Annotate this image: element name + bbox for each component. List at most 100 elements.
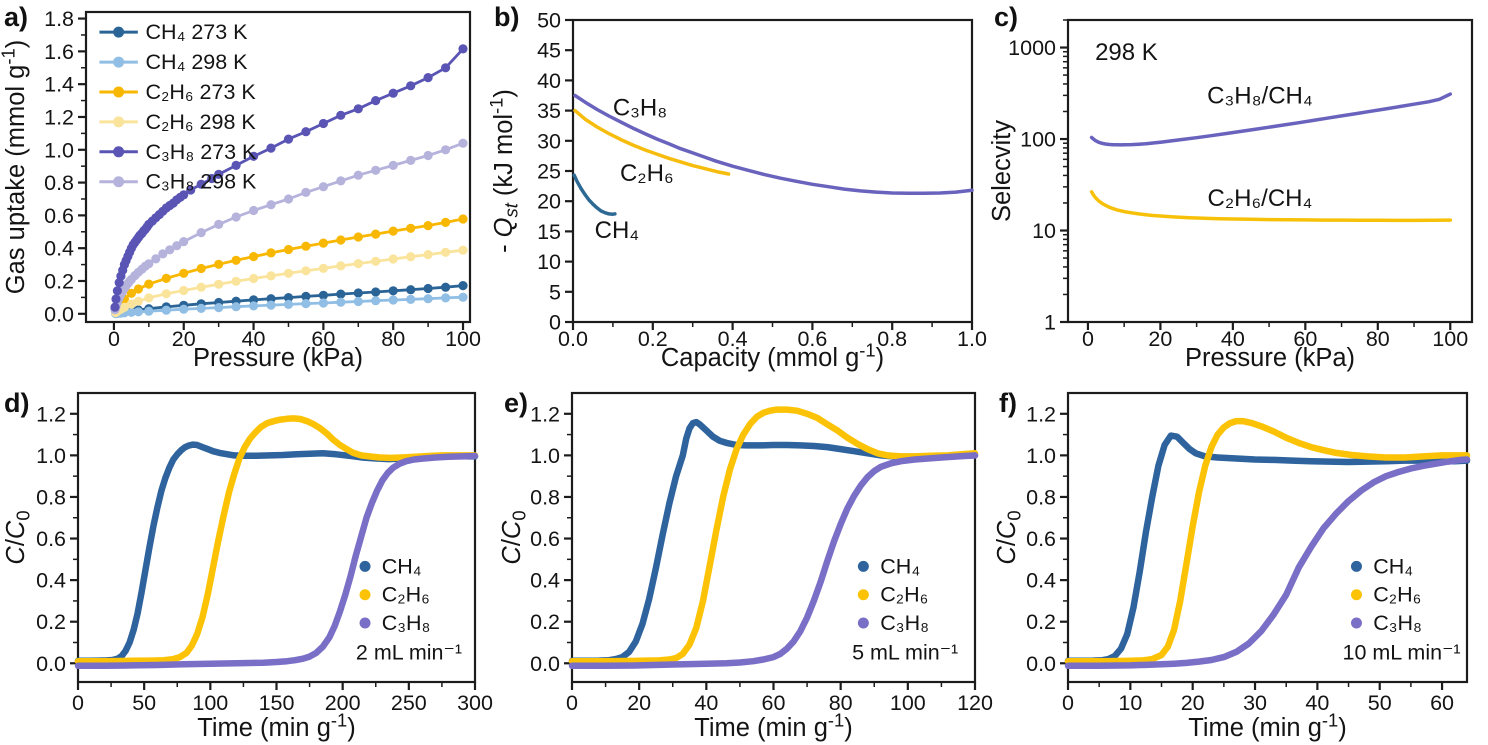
x-tick-label: 0.6 [797, 327, 827, 351]
marker-ch4-298 [353, 296, 363, 307]
marker-c3h8-298 [388, 160, 398, 170]
marker-ch4-273 [423, 283, 433, 294]
series-bt-c3h8 [74, 452, 479, 670]
breakthrough-2ml-chart: 0 50 100 150 200 250 300 0.0 0.2 0.4 0.6 0.8 1.0 1.2 T… [2, 391, 493, 742]
marker-ch4-298 [458, 292, 468, 302]
marker-ch4-298 [318, 298, 328, 308]
legend-label: C₃H₈ 298 K [146, 170, 258, 194]
y-tick-label: 1.2 [36, 402, 66, 426]
panel-letter-e: e) [504, 388, 529, 418]
marker-c3h8-298 [179, 237, 189, 247]
x-tick-label: 20 [1181, 691, 1205, 715]
series-qst-c2h6 [573, 108, 731, 176]
marker-c3h8-298 [371, 165, 381, 175]
y-tick-label: 1.2 [1026, 402, 1056, 426]
marker-c2h6-273 [318, 238, 328, 248]
marker-c3h8-298 [336, 176, 346, 186]
x-tick-label: 100 [445, 327, 481, 351]
marker-ch4-273 [301, 291, 311, 301]
x-tick-label: 50 [132, 691, 156, 715]
y-tick-label: 1.0 [36, 444, 66, 468]
marker-c2h6-273 [301, 241, 311, 251]
marker-ch4-273 [266, 294, 276, 304]
marker-c3h8-273 [353, 104, 363, 114]
marker-c3h8-273 [371, 96, 381, 106]
marker-ch4-273 [353, 288, 363, 298]
legend-label: CH₄ [382, 554, 422, 578]
marker-c3h8-298 [196, 228, 206, 238]
marker-c2h6-273 [161, 273, 171, 283]
y-tick-label: 1.2 [530, 402, 560, 426]
y-tick-label: 1.6 [44, 40, 74, 64]
marker-c2h6-298 [133, 296, 143, 306]
x-tick-label: 0.2 [638, 327, 668, 351]
qst-chart: 0.0 0.2 0.4 0.6 0.8 1.0 0 5 10 15 20 25 30 35 40 45 50 Ca… [490, 9, 987, 373]
marker-ch4-298 [283, 299, 294, 309]
annotation: C₂H₆/CH₄ [1208, 185, 1313, 212]
y-tick-label: 0.8 [530, 485, 560, 509]
marker-c3h8-298 [353, 170, 363, 180]
marker-c2h6-273 [371, 229, 381, 239]
marker-c2h6-298 [406, 252, 416, 262]
marker-c3h8-298 [406, 155, 416, 165]
marker-c2h6-273 [388, 226, 398, 236]
legend-label: C₃H₈ [1373, 611, 1422, 635]
marker-c2h6-298 [353, 259, 363, 269]
legend-note: 2 mL min⁻¹ [356, 641, 462, 665]
y-tick-label: 0.2 [36, 610, 66, 634]
marker-c3h8-298 [318, 182, 328, 192]
x-tick-label: 0.0 [558, 327, 588, 351]
marker-c2h6-273 [336, 235, 346, 245]
y-tick-label: 25 [537, 160, 561, 184]
series-qst-c3h8 [573, 93, 974, 196]
marker-ch4-298 [266, 300, 276, 310]
marker-c2h6-273 [441, 217, 451, 227]
marker-c2h6-273 [423, 221, 433, 231]
legend-label: C₃H₈ 273 K [146, 140, 258, 164]
marker-c2h6-298 [214, 279, 224, 289]
marker-c2h6-273 [144, 279, 154, 289]
marker-c2h6-273 [179, 268, 189, 278]
y-tick-label: 1 [1044, 311, 1056, 335]
marker-ch4-298 [214, 303, 224, 313]
panel-e: e) 0 20 40 60 80 100 120 0.0 0.2 0.4 0.6 0.8 1.0 1.2 T… [500, 372, 995, 745]
marker-c3h8-298 [266, 200, 276, 210]
marker-c3h8-273 [214, 169, 224, 179]
marker-c2h6-273 [266, 248, 276, 258]
marker-ch4-298 [179, 304, 189, 314]
x-axis-title: Time (min g-1) [1188, 709, 1347, 742]
series-qst-ch4 [572, 173, 617, 216]
y-tick-label: 0.6 [36, 527, 66, 551]
marker-c3h8-298 [283, 194, 294, 204]
y-tick-label: 0.2 [44, 269, 74, 293]
panel-letter-d: d) [4, 388, 30, 418]
marker-c2h6-298 [119, 302, 129, 312]
panel-b: b) 0.0 0.2 0.4 0.6 0.8 1.0 0 5 10 15 20 25 30 35 40 45 5… [490, 0, 990, 372]
series-sel-c2h6-ch4 [1089, 190, 1453, 223]
marker-c2h6-298 [301, 266, 311, 276]
marker-ch4-298 [301, 299, 311, 309]
marker-c3h8-273 [179, 190, 189, 200]
breakthrough-5ml-chart: 0 20 40 60 80 100 120 0.0 0.2 0.4 0.6 0.8 1.0 1.2 Time… [500, 391, 993, 742]
y-tick-label: 1.0 [44, 138, 74, 162]
y-tick-label: 0.6 [44, 204, 74, 228]
marker-ch4-298 [133, 307, 143, 317]
y-tick-label: 100 [1020, 128, 1056, 152]
x-tick-label: 40 [1221, 327, 1245, 351]
marker-c3h8-273 [196, 179, 206, 189]
x-axis-title: Time (min g-1) [197, 709, 356, 742]
y-axis-title: - Qst (kJ mol-1) [490, 89, 522, 253]
marker-c3h8-273 [112, 286, 122, 296]
marker-c3h8-273 [458, 44, 468, 54]
x-tick-label: 200 [325, 691, 361, 715]
marker-ch4-273 [388, 286, 398, 296]
x-tick-label: 50 [1368, 691, 1392, 715]
marker-c2h6-298 [441, 247, 451, 257]
y-tick-label: 15 [537, 220, 561, 244]
marker-c2h6-298 [283, 268, 294, 278]
legend-marker [857, 560, 869, 572]
y-tick-label: 0.0 [36, 652, 66, 676]
marker-c2h6-273 [458, 214, 468, 224]
marker-c3h8-273 [231, 160, 241, 170]
